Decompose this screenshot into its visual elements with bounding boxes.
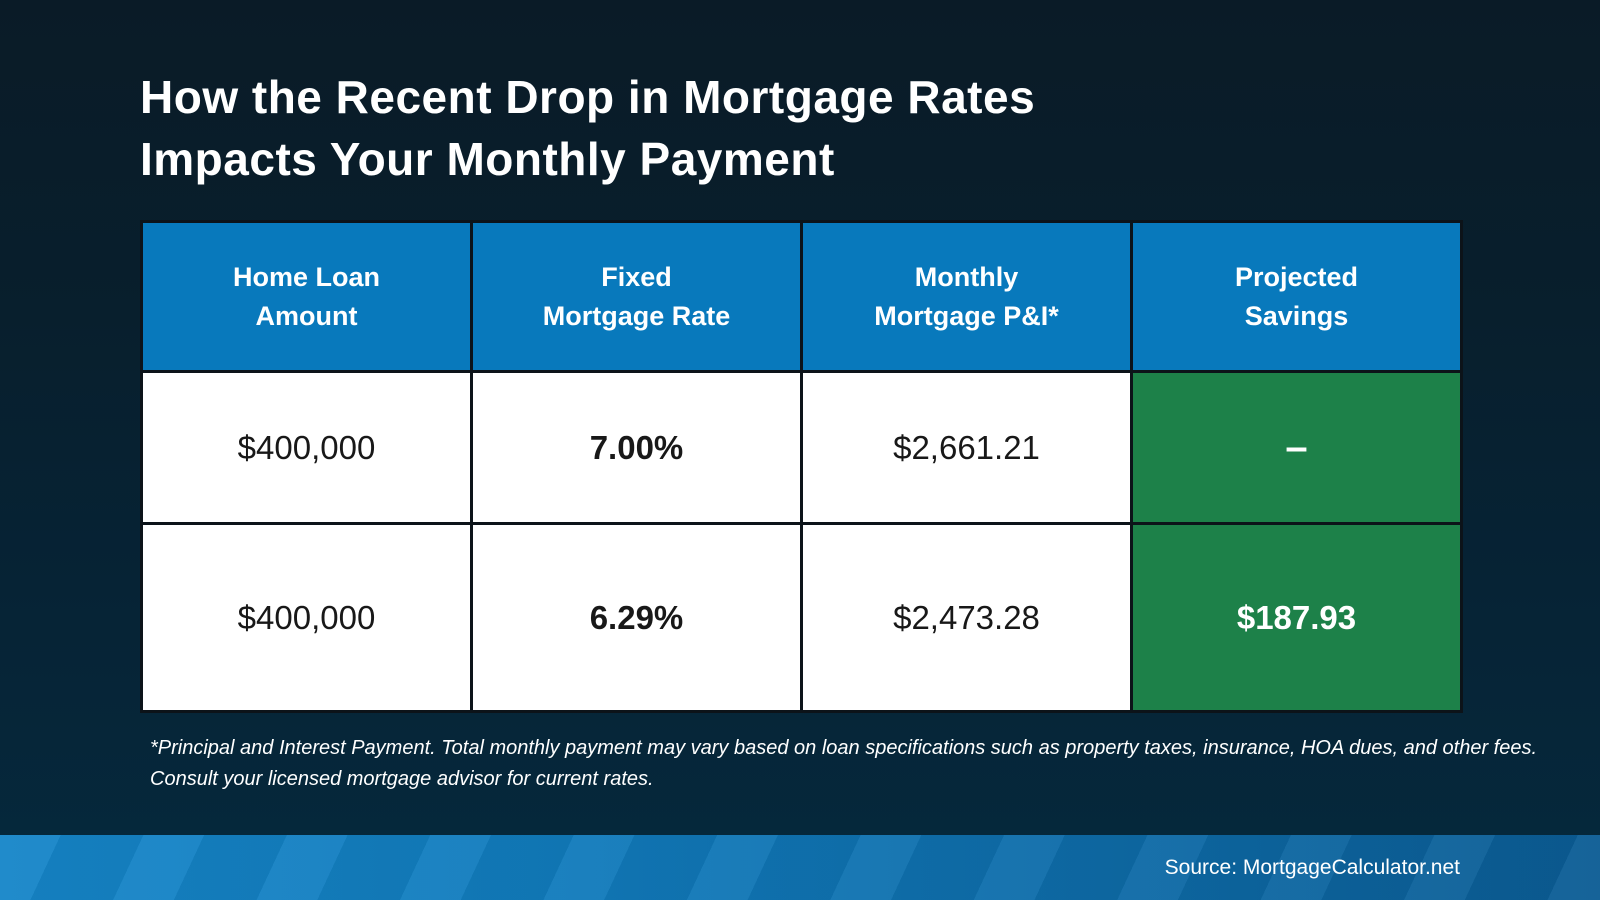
cell-loan-amount-row2: $400,000: [140, 522, 473, 713]
column-header-line: Monthly: [914, 261, 1019, 292]
cell-savings-row2: $187.93: [1130, 522, 1463, 713]
column-header-monthly-mortgage-pi: Monthly Mortgage P&I*: [800, 220, 1133, 373]
footnote: *Principal and Interest Payment. Total m…: [150, 733, 1570, 795]
column-header-line: Savings: [1244, 300, 1349, 331]
column-header-line: Projected: [1234, 261, 1359, 292]
page-title-line1: How the Recent Drop in Mortgage Rates: [140, 71, 1036, 123]
cell-payment-row2: $2,473.28: [800, 522, 1133, 713]
table-row: $400,000 6.29% $2,473.28 $187.93: [140, 522, 1463, 713]
source-text: Source: MortgageCalculator.net: [1164, 855, 1460, 879]
table-row: $400,000 7.00% $2,661.21 –: [140, 370, 1463, 525]
page-title: How the Recent Drop in Mortgage Rates Im…: [140, 66, 1035, 190]
column-header-line: Mortgage Rate: [542, 300, 731, 331]
cell-loan-amount-row1: $400,000: [140, 370, 473, 525]
column-header-line: Mortgage P&I*: [874, 300, 1059, 331]
cell-payment-row1: $2,661.21: [800, 370, 1133, 525]
column-header-line: Fixed: [601, 261, 672, 292]
rates-table: Home Loan Amount Fixed Mortgage Rate Mon…: [140, 220, 1463, 713]
footer-bar: Source: MortgageCalculator.net: [0, 835, 1600, 900]
column-header-projected-savings: Projected Savings: [1130, 220, 1463, 373]
column-header-line: Home Loan: [232, 261, 380, 292]
cell-rate-row2: 6.29%: [470, 522, 803, 713]
cell-rate-row1: 7.00%: [470, 370, 803, 525]
page-title-line2: Impacts Your Monthly Payment: [140, 133, 835, 185]
column-header-line: Amount: [255, 300, 358, 331]
column-header-home-loan-amount: Home Loan Amount: [140, 220, 473, 373]
table-header-row: Home Loan Amount Fixed Mortgage Rate Mon…: [140, 220, 1463, 373]
column-header-fixed-mortgage-rate: Fixed Mortgage Rate: [470, 220, 803, 373]
footnote-line2: Consult your licensed mortgage advisor f…: [150, 768, 654, 790]
cell-savings-row1: –: [1130, 370, 1463, 525]
footnote-line1: *Principal and Interest Payment. Total m…: [150, 737, 1538, 759]
